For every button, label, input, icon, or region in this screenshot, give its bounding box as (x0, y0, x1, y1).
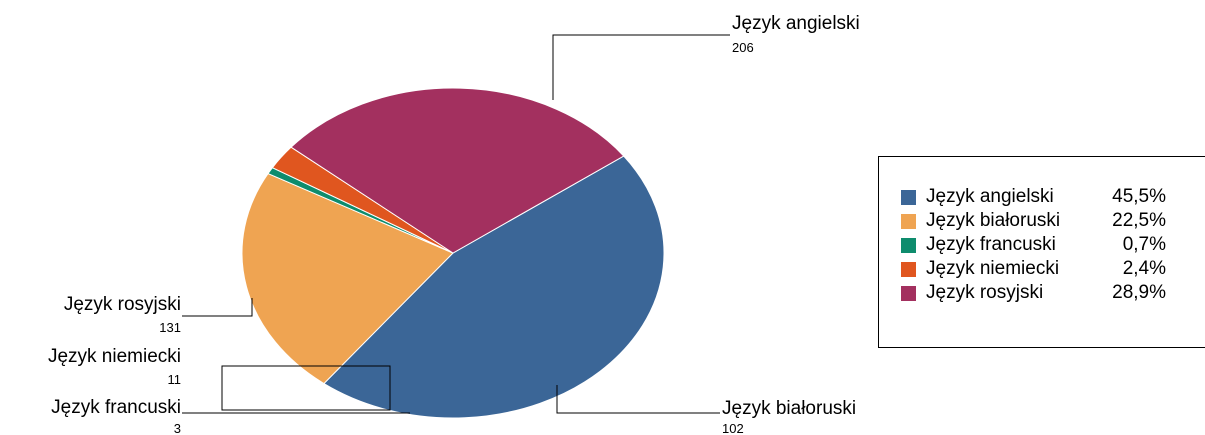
legend-percent: 2,4% (1122, 258, 1166, 279)
legend-label: Język białoruski (926, 210, 1061, 231)
pie-slices (241, 87, 665, 419)
legend-swatch (901, 285, 916, 301)
legend-label: Język rosyjski (926, 282, 1044, 303)
leader-line-niemiecki (221, 365, 391, 411)
legend-percent: 0,7% (1122, 234, 1166, 255)
legend: Język angielski 45,5% Język białoruski 2… (878, 156, 1205, 348)
legend-swatch (901, 237, 916, 253)
leader-line-angielski (552, 34, 730, 100)
legend-item-angielski: Język angielski 45,5% (901, 185, 1166, 209)
leader-line-rosyjski (182, 298, 253, 317)
legend-swatch (901, 261, 916, 277)
legend-item-bialoruski: Język białoruski 22,5% (901, 209, 1166, 233)
legend-swatch (901, 189, 916, 205)
legend-item-niemiecki: Język niemiecki 2,4% (901, 257, 1166, 281)
legend-label: Język niemiecki (926, 258, 1060, 279)
data-label-name-francuski: Język francuski (51, 397, 181, 418)
legend-item-rosyjski: Język rosyjski 28,9% (901, 281, 1166, 305)
data-label-value-angielski: 206 (732, 40, 754, 55)
legend-item-francuski: Język francuski 0,7% (901, 233, 1166, 257)
legend-percent: 22,5% (1112, 210, 1166, 231)
data-label-value-rosyjski: 131 (159, 320, 181, 335)
data-label-value-bialoruski: 102 (722, 421, 744, 435)
pie-slice-rosyjski (290, 87, 625, 254)
leader-lines (182, 34, 730, 414)
data-label-name-bialoruski: Język białoruski (722, 398, 856, 419)
legend-percent: 45,5% (1112, 186, 1166, 207)
leader-line-bialoruski (556, 385, 720, 414)
data-label-value-francuski: 3 (174, 421, 181, 435)
data-label-name-angielski: Język angielski (732, 13, 860, 34)
legend-percent: 28,9% (1112, 282, 1166, 303)
legend-swatch (901, 213, 916, 229)
legend-label: Język angielski (926, 186, 1054, 207)
data-label-name-rosyjski: Język rosyjski (64, 294, 181, 315)
data-label-name-niemiecki: Język niemiecki (48, 346, 181, 367)
legend-label: Język francuski (926, 234, 1056, 255)
data-label-value-niemiecki: 11 (168, 372, 182, 387)
